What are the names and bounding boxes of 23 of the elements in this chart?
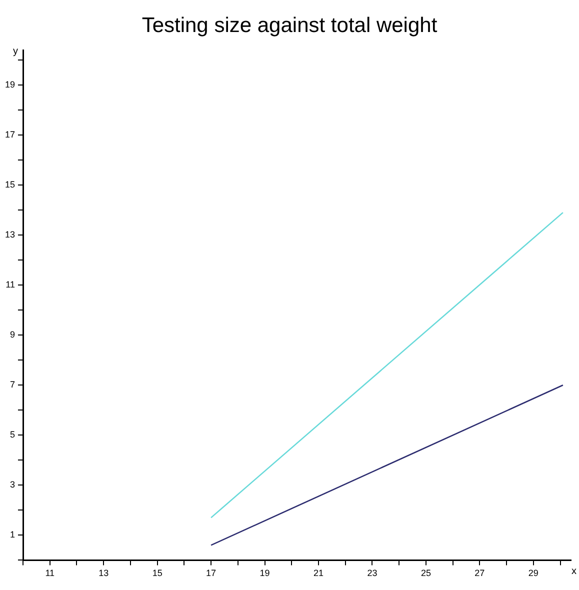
y-tick-label: 15	[4, 180, 16, 190]
y-tick-label: 13	[4, 230, 16, 240]
y-axis-title: y	[13, 46, 18, 57]
x-tick-label: 13	[98, 568, 109, 578]
chart-title: Testing size against total weight	[140, 14, 438, 38]
y-tick-label: 19	[4, 80, 16, 90]
x-axis-title: x	[572, 566, 576, 578]
y-tick-label: 9	[10, 330, 16, 340]
x-tick-label: 21	[313, 568, 324, 578]
y-tick-label: 17	[4, 130, 16, 140]
x-tick-label: 11	[45, 568, 55, 578]
x-tick-label: 25	[420, 568, 431, 578]
y-tick-label: 1	[10, 530, 16, 540]
x-tick-label: 19	[260, 568, 270, 578]
y-tick-label: 3	[10, 480, 16, 490]
y-tick-label: 5	[10, 430, 16, 440]
y-tick-label: 11	[6, 280, 16, 290]
x-tick-label: 15	[152, 568, 162, 578]
x-tick-label: 27	[474, 568, 485, 578]
y-tick-label: 7	[10, 380, 16, 390]
x-tick-label: 23	[367, 568, 378, 578]
x-tick-label: 29	[528, 568, 538, 578]
x-tick-label: 17	[206, 568, 216, 578]
